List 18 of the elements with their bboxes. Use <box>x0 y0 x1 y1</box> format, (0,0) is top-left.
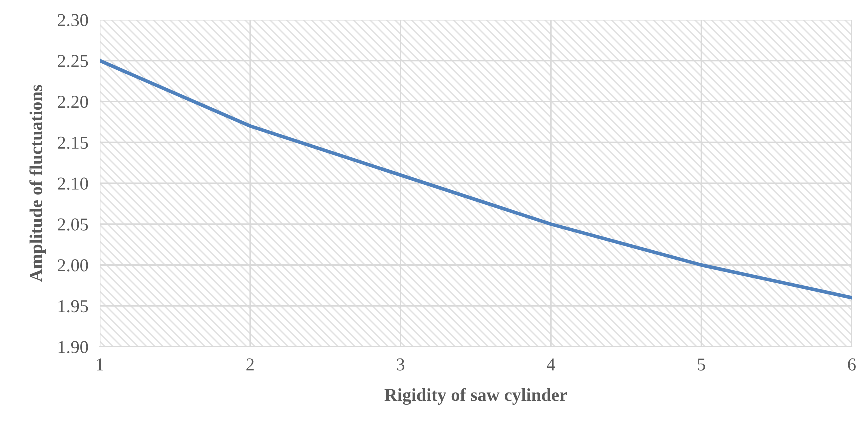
x-tick-label: 1 <box>97 358 104 371</box>
y-tick-label: 2.30 <box>58 14 88 27</box>
x-tick-label: 6 <box>848 358 856 371</box>
y-tick-label: 2.20 <box>58 96 88 108</box>
x-tick-label: 2 <box>246 358 254 371</box>
y-tick-label: 2.15 <box>58 136 88 150</box>
line-series <box>100 59 852 300</box>
y-tick-label: 2.00 <box>58 260 88 272</box>
y-tick-label: 1.95 <box>58 300 88 313</box>
x-tick-label: 5 <box>698 358 706 371</box>
y-tick-label: 2.25 <box>58 55 88 68</box>
y-tick-label: 2.10 <box>58 178 88 190</box>
y-tick-label: 2.05 <box>58 218 88 231</box>
x-axis-title: Rigidity of saw cylinder <box>384 388 568 406</box>
x-tick-label: 3 <box>397 358 405 371</box>
y-axis-title: Amplitude of fluctuations <box>30 85 46 282</box>
y-tick-label: 1.90 <box>58 341 88 354</box>
x-tick-label: 4 <box>547 358 556 371</box>
